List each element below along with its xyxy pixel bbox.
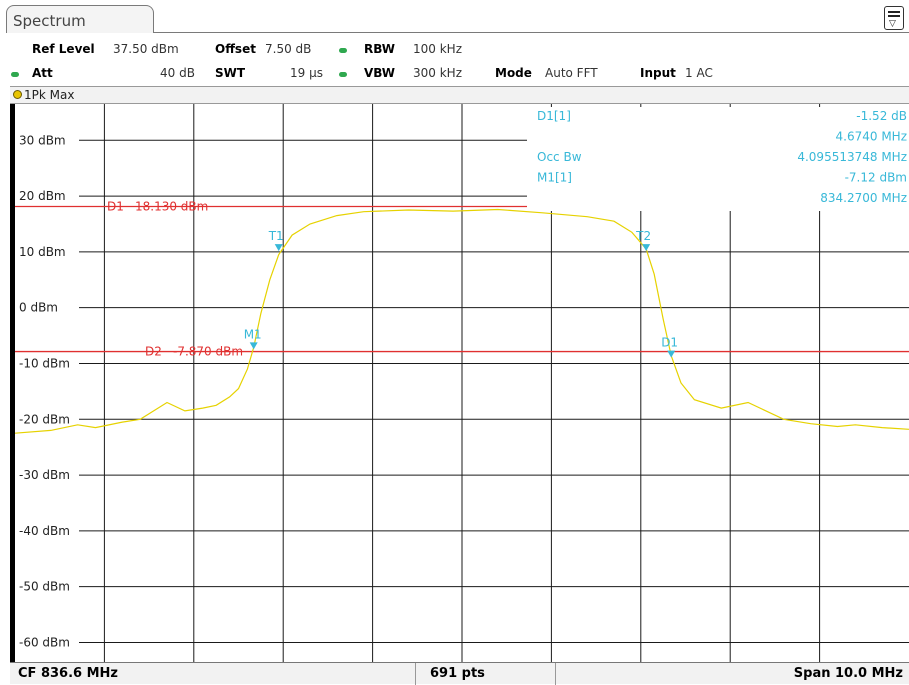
tab-divider [154,32,909,33]
att-indicator [11,72,19,77]
att-label: Att [32,66,53,80]
spectrum-tab[interactable]: Spectrum [6,5,154,33]
ref-level-label: Ref Level [32,42,95,56]
marker-t2-symbol [642,244,651,252]
frequency-span: Span 10.0 MHz [793,666,903,681]
display-line-label: D1 [107,200,124,214]
y-tick-label: 30 dBm [19,133,66,147]
marker-info-label: Occ Bw [537,150,582,164]
ref-level-value: 37.50 dBm [113,42,179,56]
trace-label: 1Pk Max [24,88,75,102]
marker-m1-label: M1 [244,327,262,341]
marker-info-label: M1[1] [537,171,572,185]
trace-info-bar: 1Pk Max [10,86,909,104]
mode-label: Mode [495,66,532,80]
y-tick-label: -20 dBm [19,412,70,426]
y-tick-label: -50 dBm [19,580,70,594]
marker-info-value: 4.095513748 MHz [797,150,907,164]
input-value: 1 AC [685,66,713,80]
marker-info-label: D1[1] [537,109,571,123]
marker-info-box [527,107,909,211]
display-line-value: 18.130 dBm [135,200,208,214]
offset-label: Offset [215,42,256,56]
marker-d1-symbol [667,350,676,358]
display-line-value: -7.870 dBm [173,345,243,359]
input-label: Input [640,66,676,80]
marker-m1-symbol [249,342,258,350]
rbw-value: 100 kHz [413,42,462,56]
status-footer: CF 836.6 MHz 691 pts Span 10.0 MHz [10,662,909,685]
marker-info-value: -7.12 dBm [845,171,907,185]
marker-t1-label: T1 [268,229,284,243]
spectrum-plot[interactable]: 30 dBm 20 dBm 10 dBm 0 dBm -10 dBm -20 dBm -30… [15,104,909,662]
rbw-label: RBW [364,42,395,56]
spectrum-trace-line [15,208,909,434]
marker-t1-symbol [274,244,283,252]
marker-d1-label: D1 [661,336,678,350]
center-frequency: CF 836.6 MHz [18,666,118,681]
marker-info-value: 4.6740 MHz [836,130,907,144]
rbw-indicator [339,48,347,53]
marker-t2-label: T2 [635,229,651,243]
softkey-menu-icon[interactable]: ▽ [884,6,904,30]
vbw-indicator [339,72,347,77]
marker-info-value: -1.52 dB [856,109,907,123]
y-tick-label: 20 dBm [19,189,66,203]
marker-info-value: 834.2700 MHz [820,191,907,205]
y-tick-label: 10 dBm [19,245,66,259]
offset-value: 7.50 dB [265,42,312,56]
spectrum-tab-label: Spectrum [13,12,86,30]
sweep-points: 691 pts [430,666,485,681]
y-tick-label: -10 dBm [19,356,70,370]
mode-value: Auto FFT [545,66,598,80]
plot-left-border [10,104,15,662]
vbw-label: VBW [364,66,396,80]
swt-label: SWT [215,66,246,80]
vbw-value: 300 kHz [413,66,462,80]
y-tick-label: 0 dBm [19,301,58,315]
trace-indicator-icon [13,90,22,99]
y-tick-label: -60 dBm [19,635,70,649]
swt-value: 19 µs [290,66,323,80]
y-tick-label: -40 dBm [19,524,70,538]
att-value: 40 dB [160,66,195,80]
y-tick-label: -30 dBm [19,468,70,482]
display-line-label: D2 [145,345,162,359]
